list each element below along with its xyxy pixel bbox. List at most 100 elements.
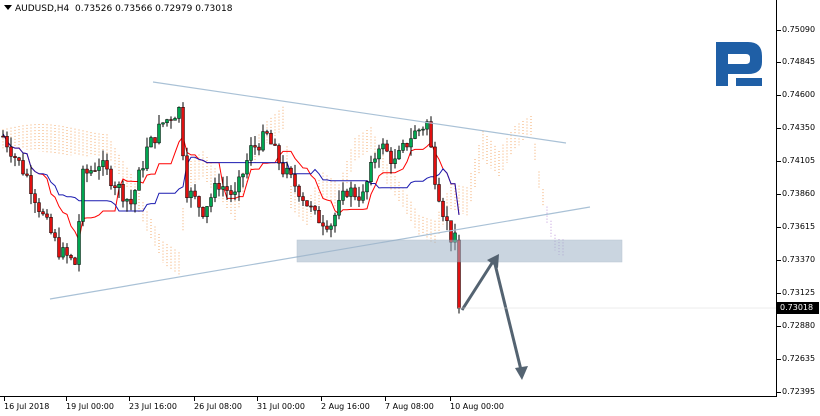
price-label: 0.72395 <box>782 387 816 396</box>
arrow-down-head <box>515 366 528 380</box>
candle-body <box>37 202 41 212</box>
price-label: 0.73125 <box>782 288 816 297</box>
candle-body <box>221 186 225 190</box>
time-label: 19 Jul 00:00 <box>66 402 114 411</box>
candle-body <box>13 156 17 158</box>
time-tick <box>66 397 67 401</box>
candle-body <box>1 135 5 138</box>
candle-body <box>313 205 317 211</box>
price-label: 0.74600 <box>782 90 816 99</box>
candle-body <box>341 190 345 201</box>
candle-body <box>205 206 209 217</box>
candle-body <box>397 150 401 160</box>
candle-body <box>129 198 133 205</box>
candle-body <box>93 170 97 172</box>
candle-body <box>373 158 377 163</box>
candle-body <box>141 168 145 171</box>
candle-body <box>413 130 417 139</box>
candle-body <box>429 121 433 148</box>
candle-body <box>389 150 393 164</box>
price-label: 0.72880 <box>782 321 816 330</box>
time-tick <box>450 397 451 401</box>
candle-body <box>81 168 85 222</box>
support-zone <box>296 239 623 263</box>
price-tick <box>777 326 781 327</box>
price-label: 0.75090 <box>782 25 816 34</box>
candle-body <box>385 143 389 152</box>
candle-body <box>113 185 117 188</box>
candle-body <box>273 143 277 146</box>
candlesticks <box>1 102 461 314</box>
candle-body <box>217 183 221 190</box>
price-label: 0.73615 <box>782 222 816 231</box>
time-tick <box>4 397 5 401</box>
candle-body <box>353 187 357 198</box>
collapse-triangle-icon[interactable] <box>4 5 12 10</box>
candle-body <box>285 167 289 175</box>
candle-body <box>249 145 253 161</box>
price-axis[interactable] <box>776 0 777 396</box>
candle-body <box>117 184 121 188</box>
arrow-up-head <box>487 254 499 268</box>
candle-body <box>433 146 437 185</box>
price-tick <box>777 392 781 393</box>
time-tick <box>194 397 195 401</box>
symbol-label: AUDUSD,H4 <box>15 4 70 14</box>
price-tick <box>777 359 781 360</box>
candle-body <box>145 146 149 169</box>
candle-body <box>121 184 125 202</box>
candle-body <box>425 121 429 130</box>
candle-body <box>405 143 409 148</box>
candle-body <box>169 119 173 121</box>
time-tick <box>385 397 386 401</box>
price-label: 0.74105 <box>782 156 816 165</box>
candle-body <box>109 168 113 187</box>
candle-body <box>237 176 241 193</box>
candle-body <box>269 133 273 145</box>
time-axis[interactable] <box>0 396 777 397</box>
candle-body <box>213 183 217 198</box>
time-tick <box>129 397 130 401</box>
candle-body <box>293 174 297 187</box>
candle-body <box>173 118 177 121</box>
time-label: 7 Aug 08:00 <box>385 402 434 411</box>
candle-body <box>137 169 141 191</box>
candle-body <box>257 146 261 151</box>
time-label: 2 Aug 16:00 <box>321 402 370 411</box>
price-chart[interactable] <box>0 0 776 396</box>
candle-body <box>305 200 309 207</box>
ohlc-values: 0.73526 0.73566 0.72979 0.73018 <box>75 4 233 14</box>
price-label: 0.73370 <box>782 255 816 264</box>
candle-body <box>349 187 353 197</box>
candle-body <box>297 185 301 197</box>
candle-body <box>309 205 313 208</box>
candle-body <box>41 211 45 215</box>
candle-body <box>241 173 245 178</box>
candle-body <box>393 158 397 164</box>
candle-body <box>381 143 385 150</box>
price-label: 0.73860 <box>782 189 816 198</box>
candle-body <box>57 237 61 258</box>
candle-body <box>97 166 101 171</box>
candle-body <box>153 137 157 144</box>
candle-body <box>101 160 105 167</box>
candle-body <box>301 196 305 201</box>
candle-body <box>189 190 193 199</box>
candle-body <box>193 190 197 197</box>
candle-body <box>445 216 449 221</box>
candle-body <box>85 168 89 174</box>
candle-body <box>53 232 57 238</box>
candle-body <box>69 255 73 259</box>
candle-body <box>321 222 325 227</box>
candle-body <box>277 145 281 164</box>
chart-header: AUDUSD,H4 0.73526 0.73566 0.72979 0.7301… <box>4 4 232 14</box>
current-price-badge: 0.73018 <box>777 302 819 314</box>
candle-body <box>177 107 181 119</box>
price-label: 0.74350 <box>782 123 816 132</box>
candle-body <box>33 193 37 203</box>
price-tick <box>777 293 781 294</box>
candle-body <box>157 123 161 144</box>
candle-body <box>161 122 165 125</box>
time-label: 23 Jul 16:00 <box>129 402 177 411</box>
